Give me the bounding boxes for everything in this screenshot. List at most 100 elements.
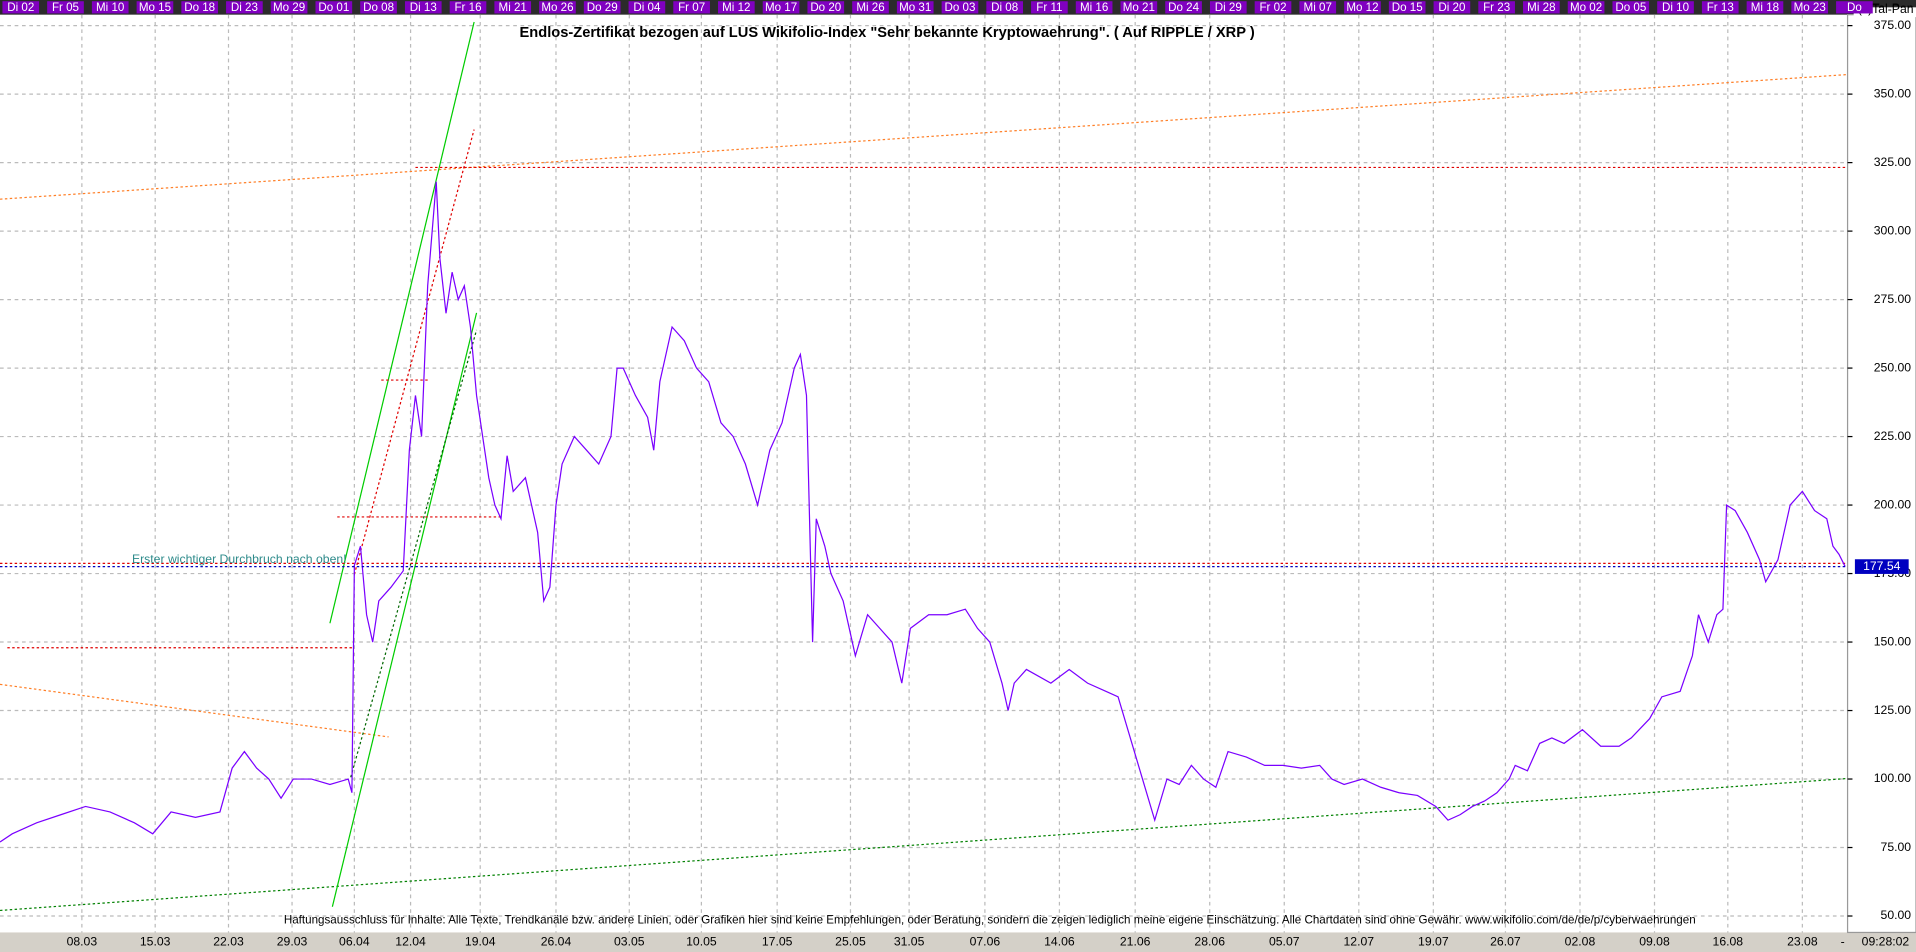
x-tick-label: 22.03 bbox=[213, 934, 244, 948]
trend-line bbox=[350, 329, 478, 778]
y-tick-label: 325.00 bbox=[1874, 155, 1912, 169]
top-label-box bbox=[1657, 1, 1694, 14]
y-tick-label: 250.00 bbox=[1874, 360, 1912, 374]
x-tick-label: 10.05 bbox=[686, 934, 717, 948]
chart-title: Endlos-Zertifikat bezogen auf LUS Wikifo… bbox=[520, 25, 1255, 41]
x-tick-label: 12.04 bbox=[395, 934, 426, 948]
top-label: Mo 31 bbox=[899, 1, 931, 14]
x-tick-label: 19.07 bbox=[1418, 934, 1449, 948]
x-tick-label: 26.04 bbox=[541, 934, 572, 948]
top-label: Mo 15 bbox=[139, 1, 171, 14]
top-label: Mi 21 bbox=[499, 1, 527, 14]
top-label-box bbox=[1433, 1, 1471, 14]
y-tick-label: 375.00 bbox=[1874, 18, 1912, 32]
time: 09:28:02 bbox=[1862, 934, 1910, 948]
top-label-box bbox=[1523, 1, 1560, 14]
x-tick-label: 08.03 bbox=[67, 934, 98, 948]
top-label: Mi 26 bbox=[856, 1, 884, 14]
trend-line bbox=[329, 21, 475, 624]
bottom-strip bbox=[0, 932, 1916, 952]
top-label: Mo 12 bbox=[1346, 1, 1378, 14]
top-label: Fr 05 bbox=[52, 1, 79, 14]
top-label-box bbox=[1612, 1, 1650, 14]
top-label: Di 13 bbox=[410, 1, 437, 14]
disclaimer: Haftungsausschluss für Inhalte: Alle Tex… bbox=[284, 913, 1696, 926]
top-label-box bbox=[136, 1, 174, 14]
top-label: Mo 02 bbox=[1570, 1, 1602, 14]
top-label-box bbox=[1746, 1, 1784, 14]
trend-line bbox=[0, 73, 1848, 200]
top-label: Do 01 bbox=[318, 1, 349, 14]
top-label: Mo 23 bbox=[1794, 1, 1826, 14]
top-label: Do 24 bbox=[1168, 1, 1199, 14]
x-tick-label: 29.03 bbox=[277, 934, 308, 948]
x-tick-label: 21.06 bbox=[1120, 934, 1151, 948]
top-label: Fr 13 bbox=[1707, 1, 1734, 14]
y-tick-label: 75.00 bbox=[1881, 840, 1912, 854]
top-label: Do bbox=[1847, 1, 1862, 14]
top-label: Di 04 bbox=[633, 1, 661, 14]
top-label-box bbox=[1567, 1, 1605, 14]
top-label-box bbox=[2, 1, 40, 14]
x-tick-label: 14.06 bbox=[1044, 934, 1075, 948]
copyright-bg bbox=[1853, 7, 1916, 18]
top-label: Mo 21 bbox=[1123, 1, 1155, 14]
top-label: Fr 02 bbox=[1259, 1, 1286, 14]
y-tick-label: 100.00 bbox=[1874, 771, 1912, 785]
top-label-box bbox=[1254, 1, 1292, 14]
top-label: Mi 18 bbox=[1751, 1, 1779, 14]
x-tick-label: 16.08 bbox=[1713, 934, 1744, 948]
y-tick-label: 150.00 bbox=[1874, 634, 1912, 648]
top-label: Fr 23 bbox=[1483, 1, 1510, 14]
trend-line bbox=[0, 683, 389, 738]
x-tick-label: 15.03 bbox=[140, 934, 171, 948]
last-value-box bbox=[1854, 559, 1909, 574]
top-label-box bbox=[315, 1, 353, 14]
top-label-box bbox=[494, 1, 532, 14]
y-tick-label: 200.00 bbox=[1874, 497, 1912, 511]
top-label-box bbox=[896, 1, 934, 14]
top-label-box bbox=[1344, 1, 1381, 14]
top-label-box bbox=[449, 1, 487, 14]
y-tick-label: 275.00 bbox=[1874, 292, 1912, 306]
top-label: Di 20 bbox=[1438, 1, 1465, 14]
top-label: Mi 16 bbox=[1080, 1, 1108, 14]
top-label: Do 20 bbox=[810, 1, 841, 14]
trend-line bbox=[353, 129, 475, 575]
x-tick-label: 25.05 bbox=[835, 934, 866, 948]
top-label-box bbox=[1299, 1, 1337, 14]
top-label: Mi 28 bbox=[1527, 1, 1555, 14]
top-label-box bbox=[47, 1, 84, 14]
x-tick-label: 28.06 bbox=[1194, 934, 1225, 948]
x-tick-label: 09.08 bbox=[1639, 934, 1670, 948]
right-axis bbox=[1846, 14, 1916, 934]
top-label-box bbox=[226, 1, 263, 14]
x-tick-label: 02.08 bbox=[1565, 934, 1596, 948]
top-label-box bbox=[1478, 1, 1515, 14]
trend-line bbox=[331, 312, 478, 907]
top-label-box bbox=[1701, 1, 1739, 14]
top-label: Di 02 bbox=[7, 1, 34, 14]
top-label: Do 29 bbox=[587, 1, 618, 14]
top-label-box bbox=[91, 1, 129, 14]
top-label-box bbox=[1031, 1, 1068, 14]
top-label: Di 23 bbox=[231, 1, 258, 14]
x-tick-label: 03.05 bbox=[614, 934, 645, 948]
top-label: Do 15 bbox=[1392, 1, 1423, 14]
top-label-box bbox=[986, 1, 1024, 14]
y-tick-label: 300.00 bbox=[1874, 223, 1912, 237]
top-label: Do 05 bbox=[1615, 1, 1646, 14]
top-label-box bbox=[1209, 1, 1247, 14]
x-tick-label: 17.05 bbox=[762, 934, 793, 948]
dash: - bbox=[1841, 934, 1845, 948]
y-tick-label: 125.00 bbox=[1874, 703, 1912, 717]
x-tick-label: 06.04 bbox=[339, 934, 370, 948]
top-label-box bbox=[1836, 1, 1873, 14]
top-label-box bbox=[673, 1, 710, 14]
x-tick-label: 07.06 bbox=[970, 934, 1001, 948]
top-label-box bbox=[941, 1, 979, 14]
x-tick-label: 23.08 bbox=[1787, 934, 1818, 948]
top-label-box bbox=[404, 1, 442, 14]
